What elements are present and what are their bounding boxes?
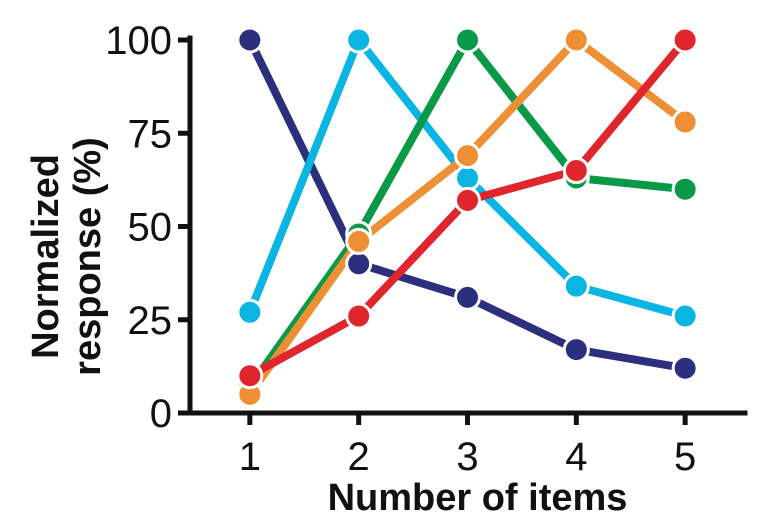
series-5-point <box>562 157 590 185</box>
x-tick-label: 1 <box>239 435 261 479</box>
series-5-point <box>236 362 264 390</box>
series-2-point <box>454 164 481 192</box>
series-4-point <box>345 227 373 255</box>
x-axis-ticks: 1 2 3 4 5 <box>239 413 696 479</box>
x-tick-label: 3 <box>456 435 478 479</box>
y-tick-label: 100 <box>105 19 172 63</box>
series-2-point <box>345 26 373 54</box>
series-2-point <box>671 302 699 330</box>
series-4-point <box>671 108 699 136</box>
y-tick-label: 0 <box>150 392 172 436</box>
x-tick-label: 2 <box>348 435 370 479</box>
series-4-point <box>454 142 481 170</box>
y-tick-label: 75 <box>128 112 173 156</box>
x-tick-label: 5 <box>674 435 696 479</box>
series-1-point <box>345 250 373 278</box>
series-2-point <box>562 272 590 300</box>
y-axis-ticks: 0 25 50 75 100 <box>105 19 190 436</box>
series-1-point <box>236 26 264 54</box>
series-3-point <box>671 175 699 203</box>
series-5-point <box>671 26 699 54</box>
series-2-point <box>236 298 264 326</box>
x-axis-title: Number of items <box>328 477 628 517</box>
series-4-point <box>562 26 590 54</box>
y-tick-label: 50 <box>128 206 173 250</box>
series-5-point <box>454 186 481 214</box>
series-5-point <box>345 302 373 330</box>
x-tick-label: 4 <box>565 435 587 479</box>
series-1-point <box>671 354 699 382</box>
y-axis-title: Normalized response (%) <box>25 137 109 376</box>
series-1-point <box>562 336 590 364</box>
series-layer <box>236 26 699 408</box>
y-tick-label: 25 <box>128 299 173 343</box>
series-3-point <box>454 26 481 54</box>
y-axis-title-line-2: response (%) <box>67 137 109 376</box>
series-1-point <box>454 283 481 311</box>
y-axis-title-line-1: Normalized <box>25 154 67 359</box>
